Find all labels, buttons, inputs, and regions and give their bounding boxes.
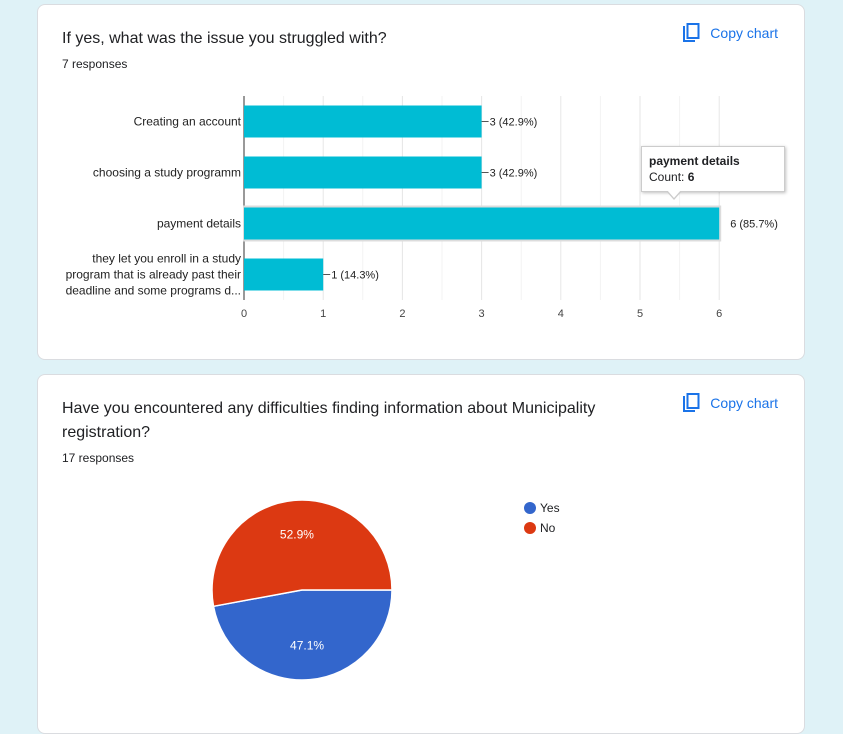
question-title: Have you encountered any difficulties fi… bbox=[62, 400, 596, 441]
copy-chart-label: Copy chart bbox=[710, 395, 778, 411]
copy-chart-button[interactable]: Copy chart bbox=[682, 23, 778, 43]
legend-label: Yes bbox=[540, 501, 560, 515]
bar[interactable] bbox=[244, 105, 482, 138]
pie-slice-label: 52.9% bbox=[280, 527, 314, 541]
pie-slice-no[interactable] bbox=[211, 499, 393, 608]
copy-chart-button[interactable]: Copy chart bbox=[682, 393, 778, 413]
category-label: they let you enroll in a study bbox=[92, 252, 241, 266]
x-tick-label: 3 bbox=[479, 308, 485, 320]
tooltip-count-value: 6 bbox=[687, 170, 695, 184]
legend-item-yes: Yes bbox=[524, 498, 560, 518]
category-label: payment details bbox=[157, 217, 241, 231]
x-tick-label: 6 bbox=[716, 308, 722, 320]
pie-chart: 47.1% 52.9% bbox=[211, 499, 393, 681]
bar[interactable] bbox=[244, 207, 720, 240]
bar[interactable] bbox=[244, 156, 482, 189]
chart-tooltip: payment details Count: 6 bbox=[641, 146, 785, 200]
legend-label: No bbox=[540, 521, 556, 535]
pie-slice-label: 47.1% bbox=[290, 639, 324, 653]
legend-item-no: No bbox=[524, 518, 560, 538]
value-label: 3 (42.9%) bbox=[490, 117, 538, 129]
copy-icon bbox=[682, 23, 700, 43]
value-label: 6 (85.7%) bbox=[730, 219, 778, 231]
bar[interactable] bbox=[244, 258, 324, 291]
tooltip-count-label: Count: bbox=[649, 170, 685, 184]
value-label: 3 (42.9%) bbox=[490, 168, 538, 180]
tooltip-title: payment details bbox=[649, 154, 740, 168]
value-label: 1 (14.3%) bbox=[331, 270, 379, 282]
question-card-municipality: Have you encountered any difficulties fi… bbox=[37, 374, 805, 734]
x-tick-label: 2 bbox=[399, 308, 405, 320]
legend-swatch bbox=[524, 522, 536, 534]
x-tick-label: 5 bbox=[637, 308, 643, 320]
legend-swatch bbox=[524, 502, 536, 514]
bar-chart: 0 1 2 3 4 5 6 Creating an account 3 (42.9%) choos… bbox=[66, 96, 778, 320]
category-label: deadline and some programs d... bbox=[66, 284, 241, 298]
x-tick-label: 4 bbox=[558, 308, 564, 320]
category-label: program that is already past their bbox=[66, 268, 241, 282]
response-count: 17 responses bbox=[62, 451, 135, 465]
x-tick-label: 0 bbox=[241, 308, 247, 320]
copy-chart-label: Copy chart bbox=[710, 25, 778, 41]
question-title: If yes, what was the issue you struggled… bbox=[62, 30, 387, 47]
category-label: Creating an account bbox=[134, 115, 242, 129]
response-count: 7 responses bbox=[62, 57, 128, 71]
x-tick-label: 1 bbox=[320, 308, 326, 320]
category-label: choosing a study programm bbox=[93, 166, 241, 180]
pie-legend: Yes No bbox=[524, 498, 560, 538]
pie-slice-yes[interactable] bbox=[212, 589, 393, 681]
copy-icon bbox=[682, 393, 700, 413]
